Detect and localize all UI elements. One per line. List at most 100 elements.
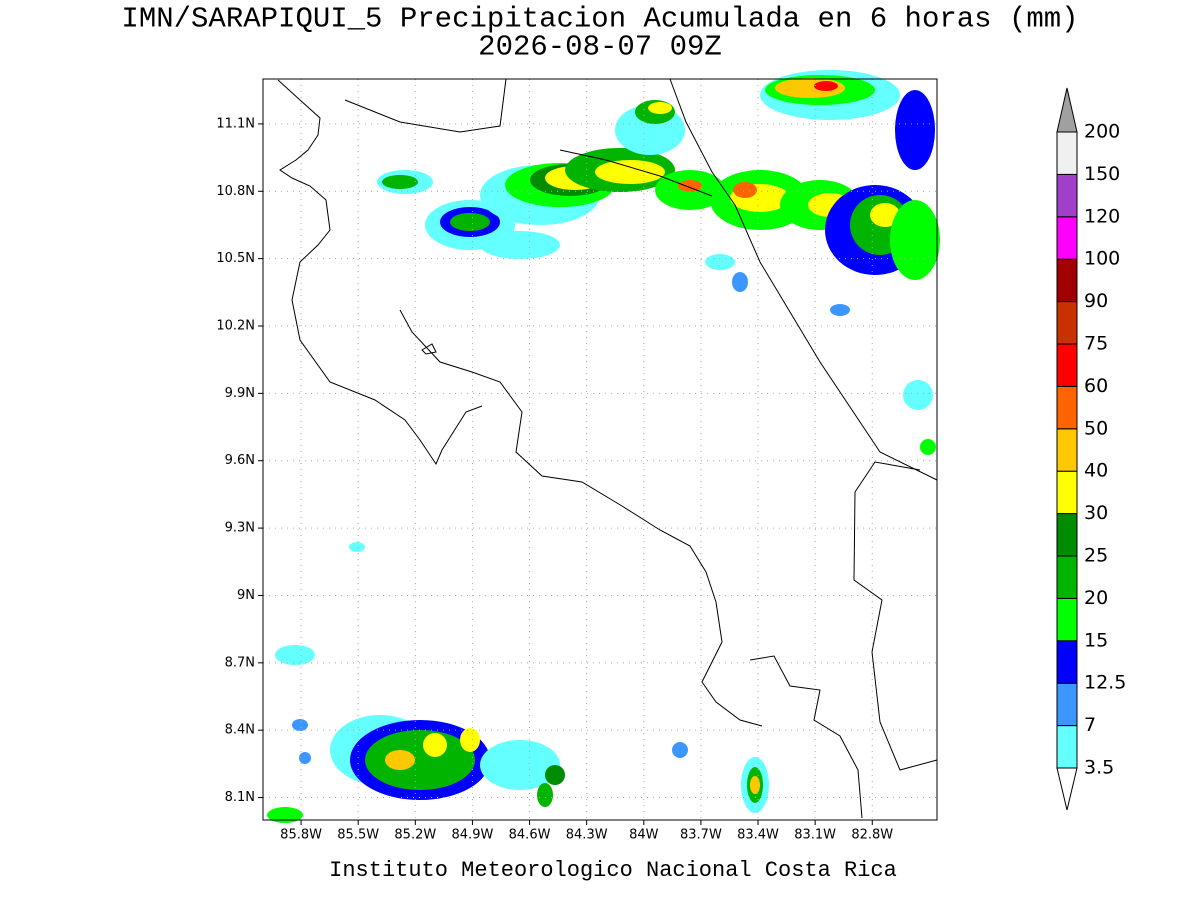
precip-area <box>382 175 418 189</box>
border <box>669 78 736 206</box>
colorbar-swatch <box>1056 173 1078 218</box>
coastline <box>399 309 763 727</box>
colorbar-swatch <box>1056 555 1078 599</box>
y-tick-label: 8.4N <box>225 723 255 738</box>
colorbar-label: 150 <box>1084 163 1120 185</box>
y-tick-label: 10.5N <box>216 251 255 266</box>
coastline <box>853 461 938 771</box>
precip-area <box>648 102 672 114</box>
colorbar-swatch <box>1056 682 1078 727</box>
precip-area <box>870 203 900 227</box>
precip-area <box>267 807 303 823</box>
colorbar-swatch <box>1056 216 1078 260</box>
y-tick-label: 9N <box>237 588 255 603</box>
precip-area <box>732 272 748 292</box>
precip-area <box>537 783 553 807</box>
colorbar-label: 100 <box>1084 248 1120 270</box>
colorbar-swatch <box>1056 725 1078 769</box>
colorbar-over <box>1056 87 1078 133</box>
colorbar-swatch <box>1056 258 1078 303</box>
border <box>559 149 713 197</box>
colorbar-label: 200 <box>1084 121 1120 143</box>
colorbar-swatch <box>1056 301 1078 345</box>
precip-area <box>890 200 940 280</box>
colorbar-swatch <box>1056 343 1078 387</box>
precip-area <box>895 90 935 170</box>
precip-area <box>480 231 560 259</box>
y-tick-label: 8.7N <box>225 655 255 670</box>
colorbar-label: 12.5 <box>1084 672 1126 694</box>
precip-area <box>460 728 480 752</box>
colorbar-label: 15 <box>1084 629 1108 651</box>
y-tick-label: 10.2N <box>216 319 255 334</box>
coastline <box>344 78 507 133</box>
precip-area <box>920 439 936 455</box>
precip-area <box>750 776 760 794</box>
x-tick-label: 85.8W <box>280 828 322 843</box>
colorbar-swatch <box>1056 131 1078 175</box>
colorbar-swatch <box>1056 470 1078 515</box>
x-tick-label: 84.6W <box>509 828 551 843</box>
precip-area <box>903 380 933 410</box>
precip-area <box>830 304 850 316</box>
x-tick-label: 82.8W <box>851 828 893 843</box>
x-tick-label: 83.4W <box>737 828 779 843</box>
y-tick-label: 8.1N <box>225 790 255 805</box>
x-tick-label: 83.1W <box>794 828 836 843</box>
colorbar-label: 40 <box>1084 460 1108 482</box>
precip-area <box>705 254 735 270</box>
y-tick-label: 9.9N <box>225 386 255 401</box>
colorbar-label: 75 <box>1084 333 1108 355</box>
colorbar-label: 90 <box>1084 290 1108 312</box>
coastline <box>277 78 938 819</box>
x-tick-label: 84.3W <box>566 828 608 843</box>
colorbar-label: 30 <box>1084 502 1108 524</box>
precip-area <box>275 645 315 665</box>
y-tick-label: 10.8N <box>216 184 255 199</box>
y-tick-label: 9.6N <box>225 453 255 468</box>
precip-area <box>450 213 490 231</box>
map-subtitle: 2026-08-07 09Z <box>478 31 722 64</box>
coastline <box>277 79 483 466</box>
precip-area <box>814 81 838 91</box>
colorbar-label: 120 <box>1084 205 1120 227</box>
colorbar-swatch <box>1056 597 1078 642</box>
colorbar-label: 3.5 <box>1084 757 1114 779</box>
colorbar-label: 7 <box>1084 714 1096 736</box>
coastline <box>749 655 863 819</box>
colorbar-swatch <box>1056 428 1078 472</box>
precip-area <box>672 742 688 758</box>
precip-area <box>595 160 665 184</box>
precip-area <box>299 752 311 764</box>
map-frame <box>262 78 938 821</box>
x-tick-label: 84W <box>629 828 659 843</box>
x-tick-label: 84.9W <box>452 828 494 843</box>
precip-area <box>545 765 565 785</box>
precip-area <box>733 182 757 198</box>
colorbar-label: 25 <box>1084 545 1108 567</box>
footer: Instituto Meteorologico Nacional Costa R… <box>329 858 897 883</box>
colorbar-swatch <box>1056 385 1078 430</box>
colorbar-label: 50 <box>1084 417 1108 439</box>
graticule <box>258 79 937 825</box>
coastline <box>734 204 938 481</box>
colorbar: 3.5 7 12.5 15 20 25 30 40 50 60 75 90 100 120 150 200 <box>1056 87 1126 811</box>
precip-area <box>365 730 475 790</box>
colorbar-swatch <box>1056 513 1078 557</box>
precip-area <box>349 542 365 552</box>
precip-area <box>480 740 560 790</box>
x-tick-label: 85.2W <box>394 828 436 843</box>
y-tick-label: 11.1N <box>216 116 255 131</box>
precip-area <box>292 719 308 731</box>
x-tick-label: 85.5W <box>337 828 379 843</box>
coastline <box>421 343 437 355</box>
precipitation-field <box>267 70 940 823</box>
precip-area <box>678 180 702 192</box>
x-tick-label: 83.7W <box>680 828 722 843</box>
y-tick-label: 9.3N <box>225 521 255 536</box>
colorbar-label: 20 <box>1084 587 1108 609</box>
precip-area <box>385 750 415 770</box>
colorbar-swatch <box>1056 640 1078 684</box>
colorbar-label: 60 <box>1084 375 1108 397</box>
